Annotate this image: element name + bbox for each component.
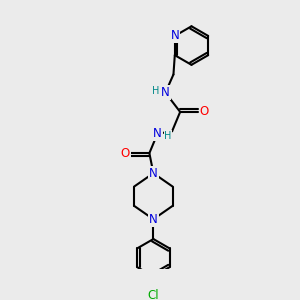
Text: Cl: Cl bbox=[148, 289, 159, 300]
Text: N: N bbox=[149, 213, 158, 226]
Text: H: H bbox=[164, 131, 172, 141]
Text: H: H bbox=[152, 85, 159, 95]
Text: O: O bbox=[121, 147, 130, 160]
Text: N: N bbox=[170, 29, 179, 42]
Text: N: N bbox=[149, 167, 158, 180]
Text: O: O bbox=[200, 105, 209, 119]
Text: N: N bbox=[161, 86, 170, 99]
Text: N: N bbox=[153, 128, 162, 140]
